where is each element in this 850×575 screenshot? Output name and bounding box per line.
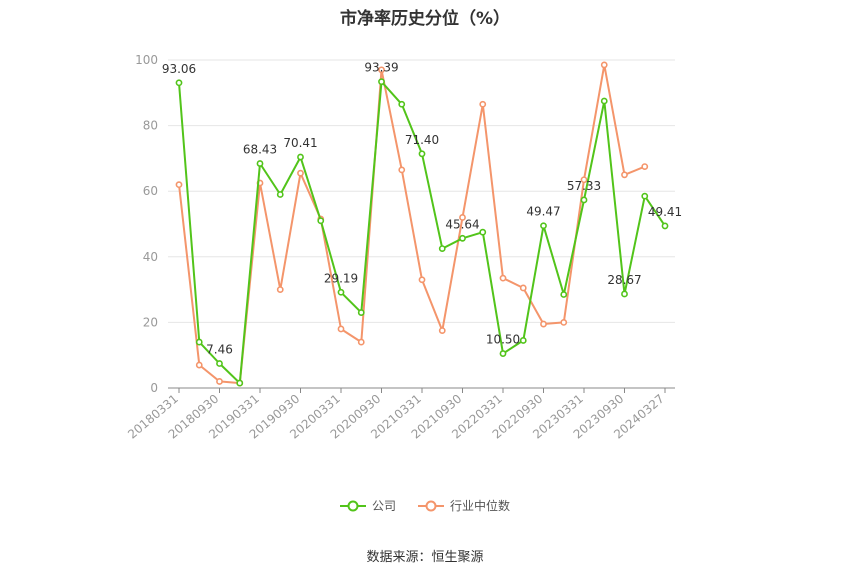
line-chart: 0204060801002018033120180930201903312019… <box>125 53 682 442</box>
data-point <box>560 318 568 326</box>
data-label: 57.33 <box>567 179 601 193</box>
data-point <box>175 181 183 189</box>
data-label: 10.50 <box>486 333 520 347</box>
data-point <box>195 338 203 346</box>
y-tick-label: 20 <box>143 315 158 329</box>
legend-item-company[interactable]: 公司 <box>339 497 396 514</box>
data-label: 93.39 <box>364 61 398 75</box>
data-point <box>378 66 385 74</box>
y-tick-label: 0 <box>150 381 158 395</box>
data-point <box>459 234 466 242</box>
data-point <box>600 97 608 105</box>
data-point <box>641 192 649 200</box>
data-point <box>540 222 547 230</box>
data-point <box>540 320 547 328</box>
data-point <box>661 222 669 230</box>
data-label: 49.47 <box>526 205 560 219</box>
data-label: 70.41 <box>283 136 317 150</box>
data-point <box>499 350 507 357</box>
data-label: 28.67 <box>607 273 641 287</box>
data-point <box>479 228 487 236</box>
data-point <box>519 337 527 344</box>
data-point <box>418 150 426 158</box>
data-point <box>175 79 183 87</box>
y-tick-label: 60 <box>143 184 158 198</box>
legend-company-label: 公司 <box>371 499 396 513</box>
data-point <box>499 274 507 282</box>
data-point <box>621 290 628 298</box>
y-tick-label: 100 <box>135 53 158 67</box>
data-point <box>560 291 568 298</box>
data-point <box>195 361 203 369</box>
data-point <box>256 160 264 167</box>
legend-industry-marker-icon <box>418 500 444 511</box>
data-point <box>398 166 406 174</box>
legend: 公司 行业中位数 <box>0 497 850 514</box>
data-point <box>438 327 446 334</box>
chart-title: 市净率历史分位（%） <box>339 9 511 29</box>
data-label: 68.43 <box>243 143 277 157</box>
data-point <box>216 360 223 367</box>
data-point <box>580 176 588 184</box>
series-line-1 <box>178 63 646 385</box>
data-point <box>418 276 426 284</box>
data-point <box>600 61 608 69</box>
data-source: 数据来源：恒生聚源 <box>366 550 484 565</box>
data-point <box>337 325 345 333</box>
legend-item-industry[interactable]: 行业中位数 <box>418 497 510 514</box>
data-point <box>621 171 628 179</box>
data-point <box>317 217 325 225</box>
y-tick-label: 80 <box>143 119 158 133</box>
data-point <box>297 169 304 177</box>
data-point <box>479 100 487 108</box>
data-label: 93.06 <box>162 62 196 76</box>
legend-company-marker-icon <box>339 500 366 511</box>
data-label: 45.64 <box>445 217 479 231</box>
data-point <box>236 379 244 387</box>
data-point <box>438 245 446 252</box>
data-point <box>357 309 365 316</box>
data-point <box>519 284 527 292</box>
data-label: 29.19 <box>324 271 358 285</box>
data-point <box>378 78 385 86</box>
data-point <box>580 196 588 204</box>
data-point <box>276 286 284 293</box>
data-point <box>641 163 649 170</box>
data-point <box>398 100 406 108</box>
data-label: 7.46 <box>206 343 233 357</box>
data-point <box>459 214 466 221</box>
series-line-0 <box>178 80 666 385</box>
data-point <box>276 191 284 198</box>
data-label: 71.40 <box>405 133 439 147</box>
data-point <box>216 378 223 385</box>
legend-industry-label: 行业中位数 <box>450 499 511 513</box>
y-tick-label: 40 <box>143 250 158 264</box>
data-point <box>357 338 365 346</box>
data-point <box>297 153 304 161</box>
data-label: 49.41 <box>648 205 682 219</box>
data-point <box>337 288 345 296</box>
